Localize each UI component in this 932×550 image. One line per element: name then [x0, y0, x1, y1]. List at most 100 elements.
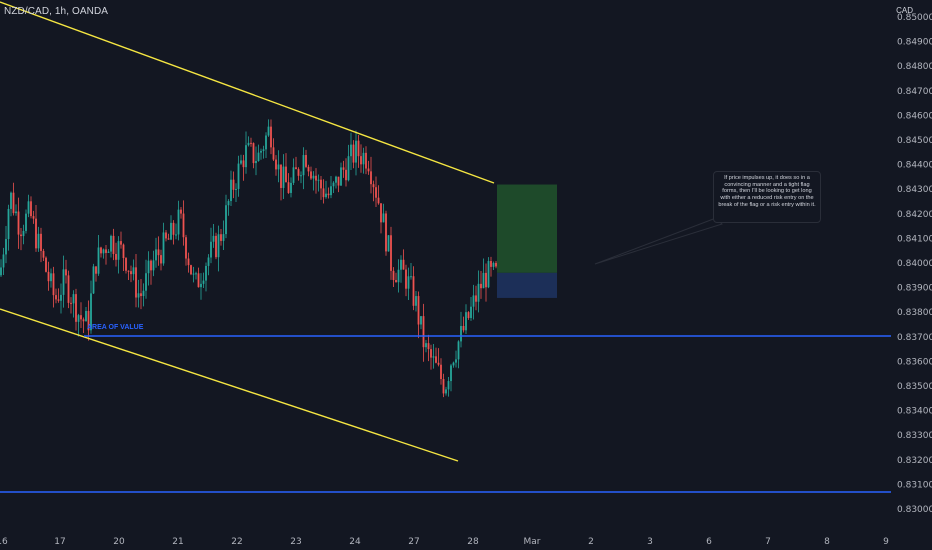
candle-body	[452, 362, 455, 366]
y-tick-label: 0.84800	[897, 62, 932, 72]
candle-body	[470, 306, 472, 318]
candle-body	[197, 273, 200, 288]
y-tick-label: 0.84500	[897, 136, 932, 146]
candle-body	[360, 156, 362, 165]
candle-body	[10, 192, 12, 209]
candle-body	[210, 241, 212, 258]
candle-body	[237, 163, 240, 189]
candle-body	[357, 140, 360, 157]
candle-body	[182, 213, 185, 238]
candle-body	[217, 234, 220, 258]
candle-body	[287, 182, 290, 193]
x-tick-label: 28	[467, 537, 479, 547]
candle-body	[212, 235, 215, 242]
candle-body	[225, 205, 227, 235]
candle-body	[52, 273, 55, 296]
candle-body	[152, 260, 155, 271]
candle-body	[310, 171, 312, 179]
candle-body	[420, 316, 422, 325]
candle-body	[335, 176, 337, 183]
candle-body	[70, 302, 72, 304]
candle-body	[95, 266, 97, 274]
candle-body	[207, 257, 210, 266]
candle-body	[97, 247, 100, 274]
candle-body	[400, 259, 402, 270]
candle-body	[317, 179, 320, 181]
candle-body	[72, 294, 75, 304]
candle-body	[330, 186, 332, 196]
candle-body	[242, 160, 245, 168]
candle-body	[322, 188, 325, 198]
y-tick-label: 0.84700	[897, 87, 932, 97]
candle-body	[380, 203, 382, 223]
candle-body	[162, 232, 165, 264]
candle-body	[25, 213, 27, 231]
target-zone	[497, 184, 557, 273]
candle-body	[477, 283, 480, 302]
candle-body	[480, 283, 482, 289]
candle-body	[260, 150, 262, 153]
candle-body	[302, 155, 305, 176]
price-axis: 0.85000 0.84900 0.84800 0.84700 0.84600 0.845…	[897, 13, 932, 515]
candle-body	[465, 312, 467, 331]
candle-body	[340, 167, 342, 186]
y-tick-label: 0.83300	[897, 431, 932, 441]
candle-body	[430, 349, 432, 358]
candle-body	[175, 234, 177, 236]
candle-body	[362, 152, 365, 165]
y-tick-label: 0.83800	[897, 308, 932, 318]
x-tick-label: 20	[113, 537, 125, 547]
candle-body	[62, 269, 65, 295]
y-tick-label: 0.84900	[897, 38, 932, 48]
candle-body	[230, 179, 232, 202]
candle-body	[20, 234, 22, 237]
candle-body	[267, 126, 270, 136]
x-tick-label: 23	[290, 537, 301, 547]
candle-body	[117, 241, 120, 260]
y-tick-label: 0.84200	[897, 210, 932, 220]
candle-body	[195, 273, 197, 275]
candle-body	[110, 235, 112, 252]
y-tick-label: 0.83900	[897, 284, 932, 294]
candle-body	[487, 261, 490, 288]
candle-body	[112, 235, 115, 254]
chart-title: NZD/CAD, 1h, OANDA	[4, 6, 109, 17]
candle-body	[435, 356, 437, 363]
candle-body	[405, 269, 407, 289]
candle-body	[272, 147, 275, 160]
candle-body	[275, 159, 277, 170]
candle-body	[0, 267, 2, 276]
candle-body	[315, 175, 317, 181]
candle-body	[325, 193, 327, 198]
candle-body	[482, 272, 485, 289]
candle-body	[485, 272, 487, 288]
candle-body	[460, 325, 462, 342]
candle-body	[432, 356, 435, 358]
candle-body	[187, 258, 190, 266]
candle-body	[180, 209, 182, 214]
candle-body	[257, 152, 260, 161]
candle-body	[80, 315, 82, 320]
candle-body	[100, 247, 102, 254]
candle-body	[165, 232, 167, 239]
candle-body	[332, 182, 335, 187]
candle-body	[385, 213, 387, 252]
trade-note[interactable]: If price impulses up, it does so in a co…	[713, 171, 821, 223]
x-tick-label: 2	[588, 537, 594, 547]
candle-body	[382, 213, 385, 223]
candle-body	[475, 295, 477, 302]
candle-body	[462, 325, 465, 331]
candle-body	[220, 234, 222, 241]
drawings	[0, 1, 891, 493]
x-tick-label: 21	[172, 537, 183, 547]
candle-body	[127, 270, 130, 272]
candle-body	[397, 269, 400, 283]
candle-body	[147, 260, 150, 274]
candle-body	[185, 237, 187, 259]
candle-body	[390, 235, 392, 271]
candle-body	[167, 238, 170, 240]
y-tick-label: 0.84300	[897, 185, 932, 195]
candle-body	[245, 145, 247, 168]
